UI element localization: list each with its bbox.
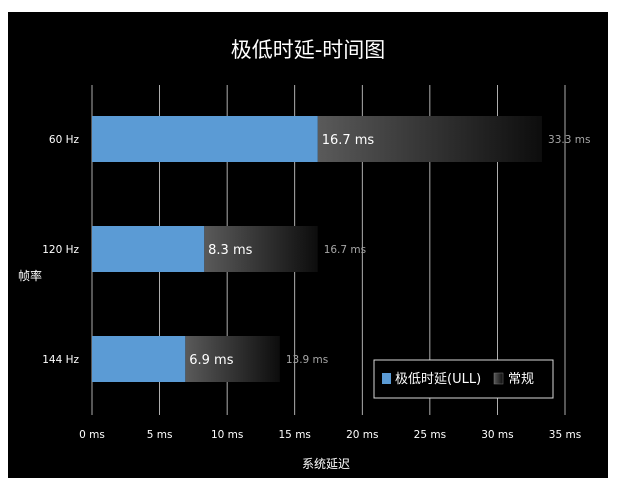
y-tick-label-0: 60 Hz <box>49 134 80 146</box>
legend: 极低时延(ULL) 常规 <box>373 359 554 399</box>
x-tick-label-5: 5 ms <box>147 429 173 441</box>
y-tick-label-1: 120 Hz <box>42 244 79 256</box>
x-tick-label-15: 15 ms <box>279 429 311 441</box>
y-axis-label: 帧率 <box>18 268 42 283</box>
labels: 0 ms 5 ms 10 ms 15 ms 20 ms 25 ms 30 ms 35 ms 60… <box>42 133 590 441</box>
data-label-normal-1: 16.7 ms <box>324 244 366 256</box>
legend-swatch-normal <box>493 372 504 385</box>
data-label-ull-2: 6.9 ms <box>189 353 233 368</box>
x-axis-label: 系统延迟 <box>302 457 350 471</box>
data-label-normal-0: 33.3 ms <box>548 134 590 146</box>
x-tick-label-10: 10 ms <box>211 429 243 441</box>
x-tick-label-25: 25 ms <box>414 429 446 441</box>
legend-box <box>373 359 554 399</box>
bar-ull-1 <box>92 226 205 272</box>
legend-swatch-ull <box>382 373 391 384</box>
chart-title: 极低时延-时间图 <box>231 38 386 62</box>
data-label-ull-1: 8.3 ms <box>208 243 252 258</box>
bar-normal-1 <box>204 226 318 272</box>
x-tick-label-20: 20 ms <box>346 429 378 441</box>
data-label-ull-0: 16.7 ms <box>322 133 375 148</box>
legend-label-ull: 极低时延(ULL) <box>395 372 481 387</box>
y-tick-label-2: 144 Hz <box>42 354 79 366</box>
bar-normal-0 <box>317 116 543 162</box>
data-label-normal-2: 13.9 ms <box>286 354 328 366</box>
bar-normal-2 <box>185 336 280 382</box>
bar-ull-0 <box>92 116 318 162</box>
bar-ull-2 <box>92 336 186 382</box>
bars <box>92 116 543 382</box>
x-tick-label-30: 30 ms <box>481 429 513 441</box>
x-tick-label-35: 35 ms <box>549 429 581 441</box>
latency-chart: 极低时延-时间图 0 ms 5 ms 10 ms 15 ms 20 ms 25 ms 30 … <box>18 38 590 471</box>
legend-label-normal: 常规 <box>508 372 534 387</box>
x-tick-label-0: 0 ms <box>79 429 105 441</box>
chart-container: 极低时延-时间图 0 ms 5 ms 10 ms 15 ms 20 ms 25 ms 30 … <box>8 12 608 478</box>
